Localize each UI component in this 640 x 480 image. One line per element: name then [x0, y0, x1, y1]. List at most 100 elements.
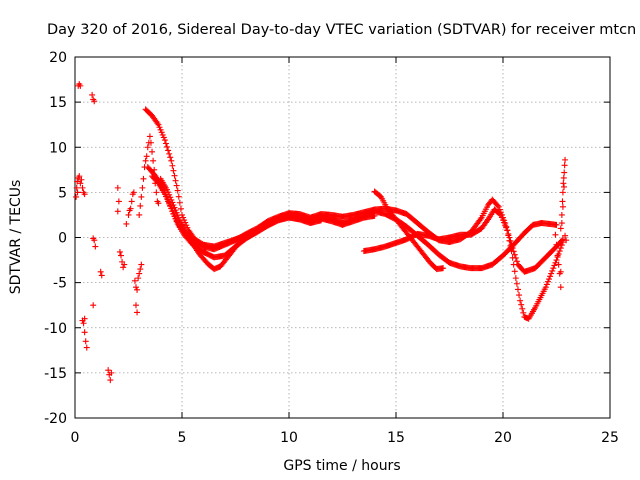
scatter-early-point [136, 270, 143, 277]
track-a-point [159, 131, 166, 138]
track-d-point [173, 209, 180, 216]
scatter-early-point [76, 173, 83, 180]
track-a-point [156, 124, 163, 131]
track-e-point [559, 239, 566, 246]
scatter-early-point [127, 205, 134, 212]
y-tick-label: -20 [44, 411, 67, 427]
track-e-point [506, 237, 513, 244]
scatter-early-point [134, 309, 141, 316]
track-a-point [177, 205, 184, 212]
track-a-point [161, 137, 168, 144]
y-tick-label: 20 [49, 50, 67, 66]
scatter-early-point [140, 175, 147, 182]
track-e-point [520, 309, 527, 316]
track-c-point [172, 215, 179, 222]
track-e-point [546, 276, 553, 283]
scatter-early-point [150, 157, 157, 164]
track-a-point [170, 167, 177, 174]
scatter-early-point [128, 198, 135, 205]
late-spike-point [561, 162, 568, 169]
track-a-point [173, 182, 180, 189]
track-e-point [500, 217, 506, 224]
track-a-point [174, 187, 181, 194]
track-d-point [164, 186, 171, 193]
late-spike-point [560, 180, 567, 187]
track-b-point [513, 258, 520, 265]
track-e-point [498, 214, 505, 221]
track-e-point [557, 245, 564, 252]
track-e-point [516, 292, 523, 299]
track-d-point [318, 217, 325, 224]
track-a-point [171, 172, 178, 179]
x-tick-label: 5 [178, 430, 187, 446]
track-d-point [167, 194, 174, 201]
scatter-early-point [105, 367, 112, 374]
scatter-early-point [107, 377, 114, 384]
scatter-early-point [73, 184, 80, 191]
scatter-early-point [144, 144, 151, 151]
track-e-point [511, 268, 518, 275]
track-e-point [497, 211, 504, 218]
track-d-point [170, 202, 177, 209]
track-e-point [553, 257, 560, 264]
scatter-early-point [125, 211, 132, 218]
y-tick-label: -5 [53, 276, 67, 292]
track-e-point [556, 248, 563, 255]
track-b-point [508, 241, 515, 248]
late-spike-point [557, 225, 564, 232]
scatter-early-point [130, 189, 137, 196]
scatter-early-point [115, 198, 122, 205]
late-spike-point [562, 232, 569, 239]
scatter-early-point [143, 153, 150, 160]
track-e-point [518, 301, 525, 308]
late-spike-point [560, 174, 567, 181]
late-spike-point [559, 203, 566, 210]
scatter-early-point [90, 302, 97, 309]
scatter-early-point [73, 193, 80, 200]
late-spike-point [557, 268, 564, 275]
x-tick-label: 0 [71, 430, 80, 446]
scatter-early-point [91, 237, 98, 244]
track-e-point [519, 305, 526, 312]
track-a-point [166, 150, 173, 157]
track-d-point [165, 189, 172, 196]
track-a-point [157, 126, 164, 133]
track-c-point [168, 205, 175, 212]
data-points [73, 81, 570, 384]
scatter-early-point [81, 329, 88, 336]
late-spike-point [553, 241, 560, 248]
scatter-early-point [138, 193, 145, 200]
y-axis-label: SDTVAR / TECUs [8, 180, 24, 295]
x-axis-label: GPS time / hours [283, 458, 400, 474]
scatter-early-point [121, 261, 128, 268]
scatter-early-point [78, 176, 85, 183]
scatter-early-point [81, 191, 88, 198]
track-d-point [171, 204, 178, 211]
y-tick-label: 15 [49, 95, 67, 111]
track-e-point [503, 224, 510, 231]
x-tick-label: 25 [601, 430, 619, 446]
track-a-point [168, 157, 175, 164]
track-e-point [548, 270, 555, 277]
scatter-early-point [114, 184, 121, 191]
track-a-point [169, 162, 176, 169]
track-b-point [495, 203, 502, 210]
scatter-early-point [97, 268, 104, 275]
scatter-early-point [138, 261, 145, 268]
scatter-early-point [123, 220, 130, 227]
scatter-early-point [147, 139, 154, 146]
track-e-point [512, 275, 519, 282]
track-a-point [183, 222, 190, 229]
track-a-point [165, 147, 172, 154]
track-e-point [504, 227, 511, 234]
scatter-early-point [132, 284, 139, 291]
track-c-point [371, 212, 378, 219]
scatter-early-point [91, 98, 98, 105]
track-e-point [558, 242, 565, 249]
track-e-point [547, 273, 554, 280]
track-a-point [167, 154, 174, 161]
x-tick-label: 10 [280, 430, 298, 446]
track-c-point [170, 210, 177, 217]
track-a-point [553, 221, 560, 228]
